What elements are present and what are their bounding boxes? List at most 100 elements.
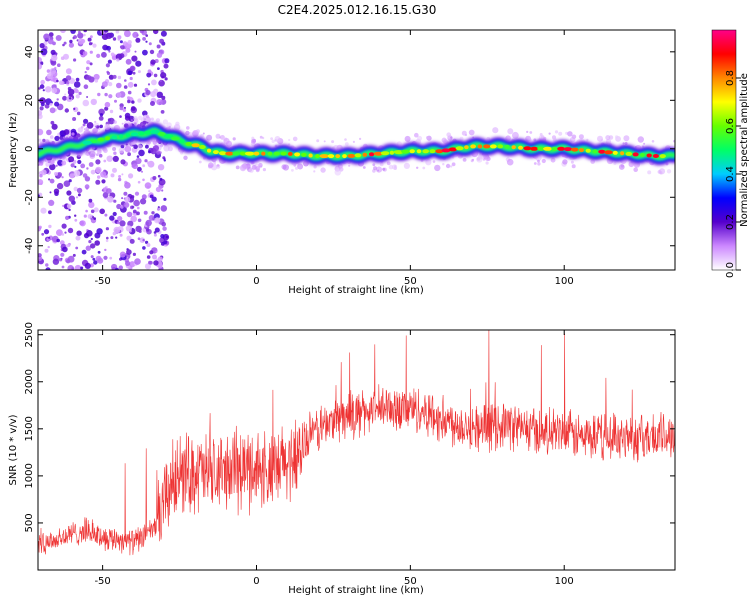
heatmap-noise-cell (142, 239, 145, 242)
heatmap-noise-cell (142, 246, 146, 250)
heatmap-noise-cell (73, 81, 81, 88)
heatmap-ridge-peak (82, 140, 93, 145)
heatmap-noise-cell (150, 59, 156, 65)
heatmap-noise-cell (99, 208, 105, 215)
heatmap-noise-cell (52, 258, 60, 265)
heatmap-noise-cell (140, 198, 147, 205)
heatmap-ridge-peak (191, 143, 200, 148)
heatmap-noise-cell (88, 201, 95, 209)
heatmap-noise-cell (262, 168, 266, 172)
heatmap-noise-cell (96, 153, 99, 157)
heatmap-noise-cell (145, 144, 149, 149)
heatmap-noise-cell (124, 145, 132, 153)
heatmap-noise-cell (40, 169, 47, 176)
heatmap-noise-cell (137, 206, 140, 210)
snr-plot-area (38, 330, 675, 570)
heatmap-noise-cell (112, 155, 119, 162)
heatmap-noise-cell (40, 48, 48, 56)
heatmap-noise-cell (160, 110, 165, 114)
heatmap-noise-cell (51, 87, 58, 94)
heatmap-ridge-peak (571, 147, 579, 152)
heatmap-noise-cell (404, 135, 411, 142)
heatmap-noise-cell (155, 118, 161, 123)
heatmap-ridge-peak (393, 150, 404, 155)
heatmap-noise-cell (38, 57, 42, 63)
heatmap-noise-cell (139, 237, 146, 243)
heatmap-noise-cell (47, 245, 50, 249)
heatmap-noise-cell (239, 164, 247, 172)
heatmap-noise-cell (142, 164, 146, 168)
heatmap-noise-cell (115, 267, 119, 270)
heatmap-noise-cell (163, 63, 169, 69)
y-tick-label: 2500 (24, 322, 35, 347)
heatmap-noise-cell (65, 68, 72, 75)
heatmap-noise-cell (68, 195, 76, 202)
heatmap-noise-cell (377, 169, 380, 172)
heatmap-noise-cell (388, 164, 394, 170)
y-tick-label: 500 (24, 513, 35, 532)
heatmap-ridge-peak (157, 132, 166, 136)
heatmap-noise-cell (471, 158, 475, 161)
snr-y-axis-label: SNR (10 * v/v) (8, 414, 19, 485)
heatmap-noise-cell (109, 215, 115, 221)
heatmap-noise-cell (131, 205, 135, 209)
heatmap-noise-cell (62, 43, 65, 47)
heatmap-noise-cell (122, 108, 127, 112)
heatmap-noise-cell (613, 161, 617, 165)
heatmap-noise-cell (45, 263, 49, 267)
colorbar-gradient (711, 29, 737, 271)
heatmap-ridge-peak (308, 153, 313, 158)
heatmap-noise-cell (60, 257, 63, 260)
heatmap-noise-cell (79, 220, 86, 227)
heatmap-noise-cell (73, 170, 81, 177)
heatmap-noise-cell (145, 219, 152, 227)
heatmap-noise-cell (163, 240, 168, 245)
heatmap-noise-cell (128, 173, 134, 179)
heatmap-ridge-peak (170, 136, 180, 141)
heatmap-noise-cell (554, 130, 559, 134)
heatmap-noise-cell (67, 86, 72, 91)
heatmap-noise-cell (38, 62, 41, 65)
heatmap-noise-cell (484, 155, 490, 161)
heatmap-noise-cell (121, 122, 124, 125)
heatmap-noise-cell (62, 204, 65, 207)
heatmap-ridge-peak (563, 147, 573, 152)
heatmap-noise-cell (76, 111, 81, 116)
heatmap-ridge-peak (261, 151, 266, 156)
heatmap-noise-cell (666, 169, 672, 174)
heatmap-noise-cell (84, 152, 88, 156)
heatmap-noise-cell (43, 229, 50, 235)
heatmap-noise-cell (90, 98, 98, 106)
heatmap-noise-cell (153, 260, 159, 266)
heatmap-noise-cell (113, 226, 121, 234)
heatmap-noise-cell (148, 42, 152, 46)
heatmap-noise-cell (252, 138, 256, 143)
heatmap-noise-cell (143, 210, 148, 215)
heatmap-noise-cell (145, 89, 151, 96)
y-tick-label: 2000 (24, 369, 35, 394)
heatmap-noise-cell (129, 238, 135, 244)
heatmap-noise-cell (157, 174, 161, 178)
heatmap-ridge-peak (598, 149, 606, 154)
heatmap-noise-cell (83, 214, 87, 218)
heatmap-noise-cell (137, 166, 142, 172)
heatmap-noise-cell (66, 190, 72, 196)
heatmap-noise-cell (113, 151, 117, 155)
heatmap-noise-cell (316, 139, 320, 143)
heatmap-noise-cell (149, 250, 154, 255)
heatmap-ridge-peak (435, 149, 444, 154)
heatmap-noise-cell (65, 215, 70, 220)
heatmap-noise-cell (507, 128, 514, 135)
heatmap-ridge-peak (335, 154, 341, 159)
heatmap-noise-cell (658, 168, 666, 175)
heatmap-noise-cell (123, 202, 130, 208)
heatmap-noise-cell (442, 163, 445, 166)
heatmap-noise-cell (71, 267, 75, 270)
heatmap-noise-cell (80, 126, 84, 129)
heatmap-noise-cell (138, 115, 143, 121)
heatmap-ridge-peak (354, 153, 362, 158)
heatmap-noise-cell (110, 52, 115, 57)
heatmap-noise-cell (161, 221, 166, 227)
heatmap-noise-cell (147, 185, 150, 189)
heatmap-noise-cell (116, 203, 122, 210)
